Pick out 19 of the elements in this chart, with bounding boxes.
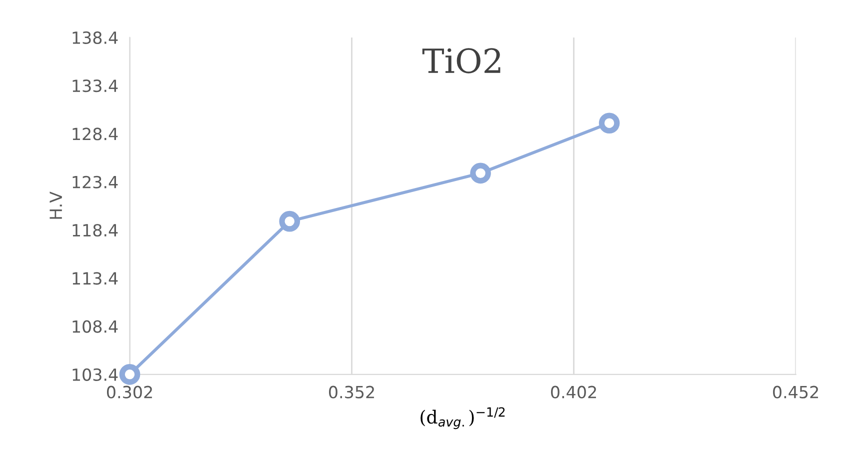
chart-title: TiO2: [422, 48, 500, 74]
point: [470, 162, 491, 184]
y-tick-label: 113.4: [72, 272, 118, 285]
y-tick-label: 133.4: [72, 80, 118, 92]
y-tick-label: 103.4: [72, 368, 118, 381]
y-tick-label: 118.4: [72, 224, 118, 237]
y-tick-label: 108.4: [72, 320, 118, 333]
y-tick-label: 138.4: [72, 31, 118, 44]
point: [119, 364, 140, 385]
x-tick-label: 0.402: [551, 386, 596, 398]
y-tick-label: 128.4: [72, 128, 118, 140]
y-axis-title: H.V: [50, 192, 62, 219]
y-tick-label: 123.4: [72, 176, 118, 188]
point: [279, 210, 300, 232]
x-tick-label: 0.352: [329, 386, 374, 398]
x-axis-title: (d$_{avg.}$)$^{−1/2}$: [420, 407, 505, 430]
x-tick-label: 0.302: [106, 386, 152, 398]
point: [598, 112, 620, 134]
x-tick-label: 0.452: [773, 386, 818, 398]
